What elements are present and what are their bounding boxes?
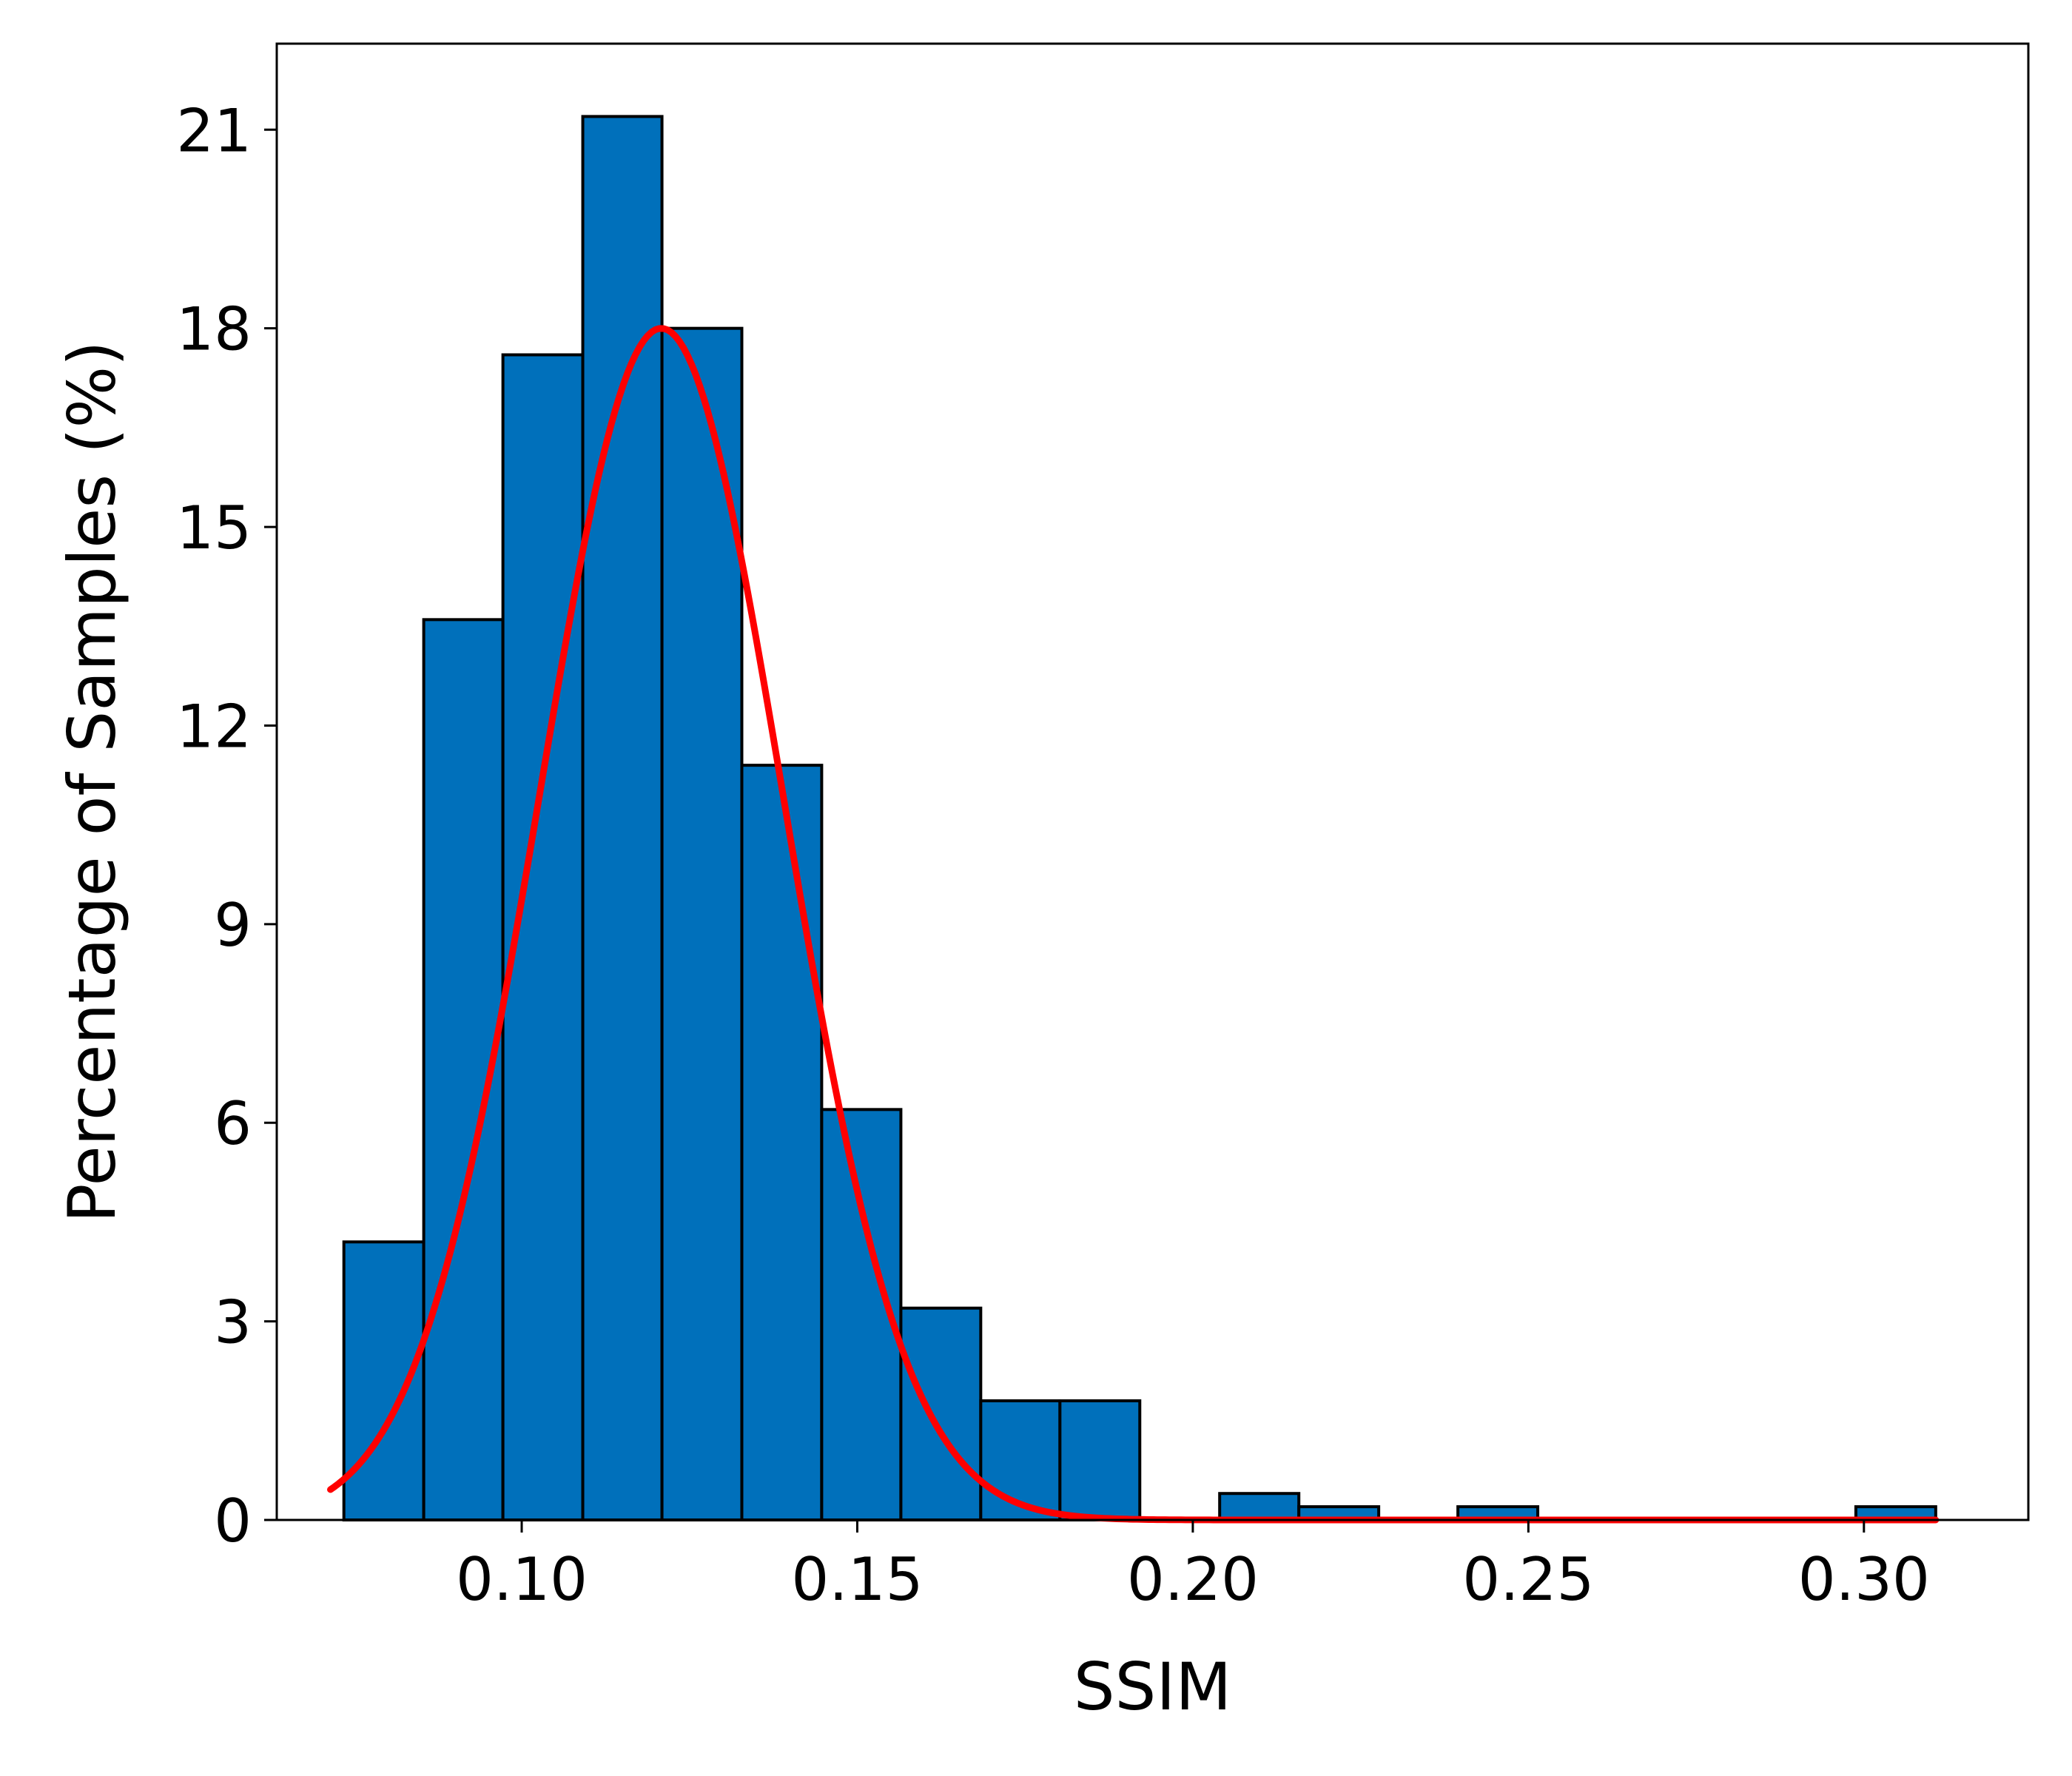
y-tick-label: 6 bbox=[214, 1089, 252, 1158]
histogram-bars bbox=[342, 115, 1937, 1522]
histogram-bar bbox=[1218, 1492, 1301, 1521]
histogram-bar bbox=[581, 115, 664, 1521]
x-tick-label: 0.30 bbox=[1798, 1545, 1930, 1614]
x-axis-label: SSIM bbox=[1074, 1649, 1232, 1725]
histogram-bar bbox=[740, 764, 824, 1521]
x-tick-label: 0.25 bbox=[1462, 1545, 1594, 1614]
histogram-bar bbox=[899, 1306, 983, 1521]
plot-frame bbox=[275, 42, 2030, 1521]
y-tick-label: 3 bbox=[214, 1288, 252, 1357]
y-tick-label: 12 bbox=[176, 692, 252, 761]
histogram-bar bbox=[979, 1399, 1062, 1522]
x-tick-label: 0.10 bbox=[456, 1545, 588, 1614]
y-tick-label: 0 bbox=[214, 1487, 252, 1555]
x-tick-label: 0.15 bbox=[791, 1545, 923, 1614]
y-tick-label: 21 bbox=[176, 96, 252, 165]
x-tick-label: 0.20 bbox=[1127, 1545, 1259, 1614]
y-tick-label: 9 bbox=[214, 891, 252, 960]
x-axis-ticks: 0.10 0.15 0.20 0.25 0.30 bbox=[456, 1520, 1930, 1614]
y-tick-label: 18 bbox=[176, 295, 252, 364]
y-tick-label: 15 bbox=[176, 494, 252, 562]
histogram-bar bbox=[1058, 1399, 1142, 1522]
y-axis-label: Percentage of Samples (%) bbox=[54, 341, 130, 1223]
y-axis-ticks: 0 3 6 9 12 15 18 21 bbox=[176, 96, 277, 1555]
histogram-bar bbox=[342, 1240, 426, 1522]
